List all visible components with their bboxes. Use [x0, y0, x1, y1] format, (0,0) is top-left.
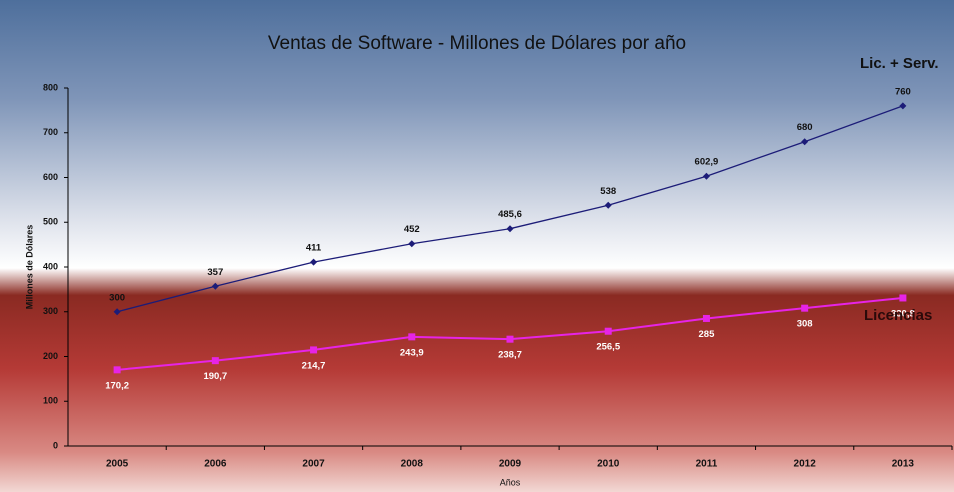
- data-label: 300: [109, 292, 125, 303]
- data-label: 256,5: [596, 342, 620, 353]
- data-label: 190,7: [203, 371, 227, 382]
- data-label: 330,8: [891, 308, 915, 319]
- x-axis-label: Años: [500, 477, 521, 487]
- x-tick-label: 2010: [597, 459, 620, 470]
- data-label: 411: [306, 243, 322, 254]
- y-tick-label: 200: [43, 351, 58, 361]
- y-tick-label: 500: [43, 217, 58, 227]
- data-label: 680: [797, 122, 813, 133]
- data-label: 602,9: [695, 157, 719, 168]
- marker: [113, 308, 121, 316]
- y-tick-label: 400: [43, 261, 58, 271]
- x-tick-label: 2006: [204, 459, 227, 470]
- marker: [310, 346, 318, 354]
- data-label: 308: [797, 319, 813, 330]
- x-tick-label: 2013: [892, 459, 915, 470]
- chart-title: Ventas de Software - Millones de Dólares…: [268, 33, 686, 54]
- data-label: 357: [207, 267, 223, 278]
- series-name: Lic. + Serv.: [860, 55, 939, 72]
- marker: [506, 225, 514, 233]
- x-tick-label: 2012: [794, 459, 817, 470]
- marker: [408, 240, 416, 248]
- marker: [899, 294, 907, 302]
- y-tick-label: 600: [43, 172, 58, 182]
- marker: [211, 282, 219, 290]
- x-tick-label: 2009: [499, 459, 522, 470]
- x-tick-label: 2008: [401, 459, 424, 470]
- y-tick-label: 700: [43, 127, 58, 137]
- data-label: 170,2: [105, 380, 129, 391]
- data-label: 214,7: [302, 360, 326, 371]
- data-label: 238,7: [498, 350, 522, 361]
- marker: [801, 138, 809, 146]
- x-tick-label: 2007: [302, 459, 325, 470]
- marker: [899, 102, 907, 110]
- marker: [113, 366, 121, 374]
- marker: [604, 201, 612, 209]
- series-name: Licencias: [864, 307, 932, 324]
- data-label: 452: [404, 224, 420, 235]
- marker: [408, 333, 416, 341]
- marker: [310, 258, 318, 266]
- y-axis-label: Millones de Dólares: [24, 225, 34, 310]
- y-tick-label: 0: [53, 440, 58, 450]
- marker: [506, 335, 514, 343]
- data-label: 243,9: [400, 347, 424, 358]
- data-label: 760: [895, 86, 911, 97]
- data-label: 285: [699, 329, 716, 340]
- marker: [801, 304, 809, 312]
- marker: [604, 327, 612, 335]
- y-tick-label: 800: [43, 82, 58, 92]
- x-tick-label: 2011: [696, 459, 718, 470]
- marker: [211, 357, 219, 365]
- x-tick-label: 2005: [106, 459, 129, 470]
- y-tick-label: 300: [43, 306, 58, 316]
- marker: [702, 314, 710, 322]
- y-tick-label: 100: [43, 396, 58, 406]
- data-label: 485,6: [498, 209, 522, 220]
- data-label: 538: [600, 186, 616, 197]
- marker: [702, 172, 710, 180]
